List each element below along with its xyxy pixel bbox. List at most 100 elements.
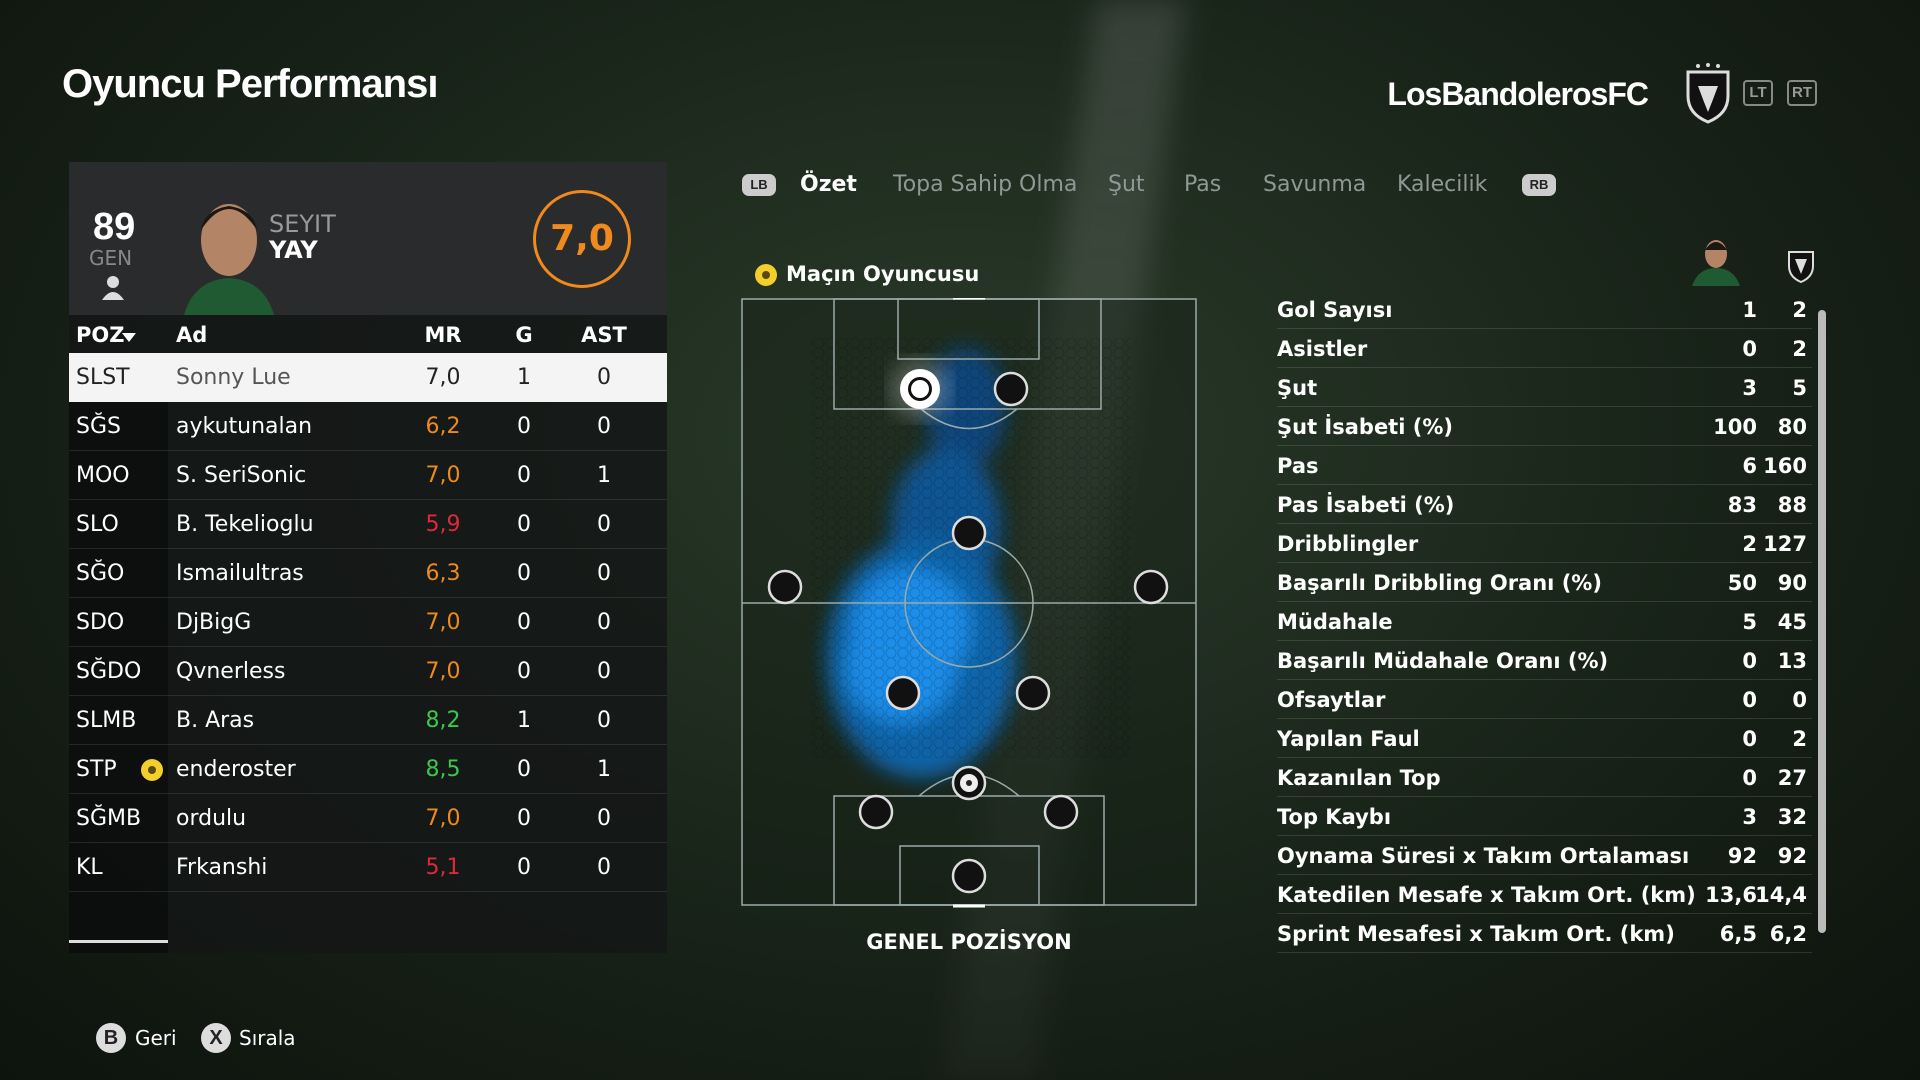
stat-player: 83 (1727, 493, 1757, 517)
cell-pos: SLO (76, 512, 119, 537)
team-name: LosBandolerosFC (1387, 76, 1649, 112)
cell-g: 0 (517, 561, 531, 586)
stat-player: 3 (1742, 805, 1757, 829)
motm-label: Maçın Oyuncusu (786, 262, 980, 286)
rb-button[interactable]: RB (1522, 174, 1556, 196)
stat-row: Pas 6 160 (1277, 446, 1812, 485)
player-row[interactable]: SĞMB ordulu 7,0 0 0 (69, 794, 667, 843)
stat-label: Şut (1277, 376, 1318, 400)
stat-player: 13,6 (1705, 883, 1757, 907)
stat-label: Katedilen Mesafe x Takım Ort. (km) (1277, 883, 1696, 907)
player-row[interactable]: SLMB B. Aras 8,2 1 0 (69, 696, 667, 745)
stat-player: 1 (1742, 298, 1757, 322)
stat-label: Kazanılan Top (1277, 766, 1441, 790)
cell-mr: 7,0 (425, 659, 461, 684)
player-row[interactable]: SĞS aykutunalan 6,2 0 0 (69, 402, 667, 451)
tab[interactable]: Özet (800, 172, 857, 197)
rt-button[interactable]: RT (1787, 80, 1817, 106)
stat-player: 100 (1713, 415, 1757, 439)
pitch-caption: GENEL POZİSYON (866, 930, 1072, 954)
stat-player: 5 (1742, 610, 1757, 634)
tab[interactable]: Topa Sahip Olma (893, 172, 1078, 197)
stat-label: Ofsaytlar (1277, 688, 1386, 712)
team-crest (1686, 63, 1730, 124)
player-icon (102, 276, 124, 300)
player-row[interactable]: SDO DjBigG 7,0 0 0 (69, 598, 667, 647)
cell-ast: 0 (597, 708, 611, 733)
stat-team: 90 (1777, 571, 1807, 595)
stat-label: Top Kaybı (1277, 805, 1392, 829)
player-row[interactable]: SLST Sonny Lue 7,0 1 0 (69, 353, 667, 402)
lineup-panel: 89 GEN SEYIT YAY 7,0 POZ Ad MR G AST SLST Son… (69, 162, 667, 953)
stat-team: 32 (1777, 805, 1807, 829)
player-row[interactable]: SĞO Ismailultras 6,3 0 0 (69, 549, 667, 598)
stat-label: Asistler (1277, 337, 1368, 361)
action-sort[interactable]: Sırala (239, 1026, 296, 1050)
page-title: Oyuncu Performansı (62, 62, 438, 106)
player-row[interactable]: KL Frkanshi 5,1 0 0 (69, 843, 667, 892)
key-x[interactable]: X (201, 1023, 231, 1053)
stat-row: Gol Sayısı 1 2 (1277, 290, 1812, 329)
tab[interactable]: Pas (1184, 172, 1222, 197)
first-name: SEYIT (269, 210, 336, 238)
cell-mr: 8,5 (425, 757, 461, 782)
table-header: POZ Ad MR G AST (69, 315, 667, 353)
player-row[interactable]: SĞDO Qvnerless 7,0 0 0 (69, 647, 667, 696)
cell-ast: 0 (597, 610, 611, 635)
match-rating: 7,0 (533, 190, 631, 288)
action-back[interactable]: Geri (135, 1026, 177, 1050)
tab[interactable]: Kalecilik (1397, 172, 1488, 197)
cell-pos: SĞO (76, 561, 125, 586)
cell-g: 0 (517, 414, 531, 439)
cell-pos: SDO (76, 610, 125, 635)
cell-pos: SLMB (76, 708, 137, 733)
column-header: AST (581, 323, 627, 347)
cell-mr: 7,0 (425, 365, 461, 390)
player-row[interactable]: STP enderoster 8,5 0 1 (69, 745, 667, 794)
stat-player: 6 (1742, 454, 1757, 478)
column-header: G (515, 323, 533, 347)
player-row[interactable]: SLO B. Tekelioglu 5,9 0 0 (69, 500, 667, 549)
cell-ast: 0 (597, 855, 611, 880)
player-photo (184, 204, 274, 315)
key-b[interactable]: B (96, 1023, 126, 1053)
stat-row: Kazanılan Top 0 27 (1277, 758, 1812, 797)
player-card: 89 GEN SEYIT YAY 7,0 (69, 162, 667, 315)
cell-mr: 7,0 (425, 463, 461, 488)
stat-row: Asistler 0 2 (1277, 329, 1812, 368)
stat-team: 127 (1763, 532, 1807, 556)
stat-player: 0 (1742, 766, 1757, 790)
cell-g: 0 (517, 806, 531, 831)
stat-row: Dribblingler 2 127 (1277, 524, 1812, 563)
column-header: Ad (176, 323, 208, 347)
cell-pos: SĞS (76, 414, 121, 439)
lt-button[interactable]: LT (1743, 80, 1773, 106)
player-row[interactable]: MOO S. SeriSonic 7,0 0 1 (69, 451, 667, 500)
stat-player: 0 (1742, 649, 1757, 673)
sort-arrow (122, 333, 136, 342)
pitch (741, 298, 1197, 908)
cell-mr: 6,3 (425, 561, 461, 586)
lb-button[interactable]: LB (742, 174, 776, 196)
stat-team: 80 (1777, 415, 1807, 439)
cell-mr: 8,2 (425, 708, 461, 733)
stat-label: Gol Sayısı (1277, 298, 1393, 322)
cell-ast: 0 (597, 414, 611, 439)
stat-player: 0 (1742, 727, 1757, 751)
tab[interactable]: Savunma (1263, 172, 1367, 197)
stat-team: 160 (1763, 454, 1807, 478)
stat-team: 2 (1792, 298, 1807, 322)
cell-g: 0 (517, 610, 531, 635)
overall-label: GEN (89, 246, 133, 270)
cell-g: 0 (517, 512, 531, 537)
stat-team: 2 (1792, 727, 1807, 751)
scrollbar (1818, 310, 1826, 933)
stat-row: Başarılı Dribbling Oranı (%) 50 90 (1277, 563, 1812, 602)
stat-player: 2 (1742, 532, 1757, 556)
tab[interactable]: Şut (1108, 172, 1145, 197)
cell-mr: 7,0 (425, 610, 461, 635)
cell-name: DjBigG (176, 610, 252, 635)
cell-pos: STP (76, 757, 117, 782)
cell-pos: MOO (76, 463, 130, 488)
